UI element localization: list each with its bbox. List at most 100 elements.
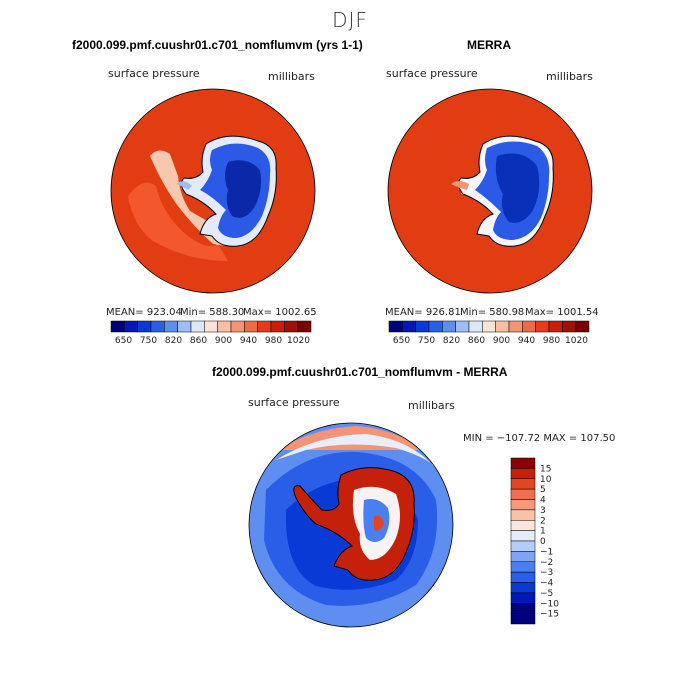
panel3-colorbar-cell [510, 457, 536, 469]
panel2-colorbar-label: 650 [393, 336, 410, 346]
panel1-colorbar-label: 820 [165, 336, 182, 346]
panel2-colorbar-label: 820 [443, 336, 460, 346]
panel1-peninsula [176, 181, 192, 190]
panel2-colorbar-cell [468, 320, 483, 333]
panel2-peninsula [451, 181, 469, 190]
panel2-min: Min= 580.98 [460, 307, 525, 318]
panel2-mean: MEAN= 926.81 [385, 307, 461, 318]
panel1-mean: MEAN= 923.04 [106, 307, 182, 318]
panel1-colorbar: 650 750 820 860 900 940 980 1020 [110, 320, 312, 346]
panel2-colorbar-cell [548, 320, 563, 333]
panel3-colorbar-cell [510, 499, 536, 511]
panel3-colorbar-cell [510, 592, 536, 604]
panel2-colorbar-cell [455, 320, 470, 333]
panel3-colorbar-label: 0 [540, 537, 546, 547]
panel1-colorbar-label: 860 [190, 336, 207, 346]
panel3-units: millibars [408, 399, 455, 412]
panel3-colorbar-label: −5 [540, 589, 553, 599]
panel1-colorbar-cell [284, 320, 298, 333]
panel2-colorbar-cell [562, 320, 576, 333]
panel1-colorbar-cell [297, 320, 312, 333]
panel3-colorbar-label: 2 [540, 516, 546, 526]
panel1-variable: surface pressure [108, 67, 200, 80]
panel1-colorbar-label: 900 [215, 336, 232, 346]
panel1-antarctica-plateau [225, 160, 262, 218]
panel1-lowpressure-belt [128, 182, 228, 261]
panel2-colorbar-label: 980 [543, 336, 560, 346]
panel1-colorbar-cell [164, 320, 178, 333]
panel1-colorbar-cell [217, 320, 232, 333]
season-title: DJF [332, 8, 368, 32]
panel1-min: Min= 588.30 [180, 307, 245, 318]
panel3-colorbar-label: 3 [540, 506, 546, 516]
panel2-title: MERRA [467, 38, 511, 52]
panel3-colorbar-label: −10 [540, 599, 559, 609]
panel1-max: Max= 1002.65 [243, 307, 317, 318]
panel2-colorbar-label: 1020 [565, 336, 588, 346]
panel1-colorbar-label: 940 [240, 336, 257, 346]
panel2-antarctica-plateau [495, 153, 540, 223]
panel3-minmax: MIN = −107.72 MAX = 107.50 [463, 433, 616, 444]
panel3-variable: surface pressure [248, 396, 340, 409]
panel2-colorbar-cell [575, 320, 590, 333]
panel3-colorbar-label: 5 [540, 485, 546, 495]
panel1-colorbar-cell [137, 320, 152, 333]
panel3-colorbar-cell [510, 520, 536, 531]
panel3-colorbar-cell [510, 613, 536, 625]
panel3-colorbar-label: −4 [540, 579, 554, 589]
panel3-colorbar-cell [510, 530, 536, 542]
panel1-colorbar-label: 1020 [287, 336, 310, 346]
panel3-colorbar-cell [510, 468, 536, 479]
panel3-colorbar-cell [510, 582, 536, 594]
panel3-colorbar-label: −3 [540, 568, 553, 578]
panel3-colorbar-cell [510, 540, 536, 552]
panel1-map-border [110, 88, 316, 294]
panel2-colorbar-label: 750 [418, 336, 435, 346]
panel3-colorbar-cell [510, 603, 536, 614]
panel3-colorbar-label: −2 [540, 558, 553, 568]
panel2-colorbar-cell [535, 320, 550, 333]
panel3-colorbar-label: 4 [540, 496, 546, 506]
panel1-colorbar-cell [270, 320, 285, 333]
panel3-positive-arc [249, 426, 453, 480]
panel2-colorbar-cell [495, 320, 510, 333]
panel2-map-border [387, 88, 593, 294]
panel1-colorbar-cell [177, 320, 192, 333]
panel1-colorbar-cell [244, 320, 258, 333]
panel3-title: f2000.099.pmf.cuushr01.c701_nomflumvm - … [212, 365, 508, 379]
panel2-colorbar-cell [428, 320, 443, 333]
panel2-colorbar-cell [482, 320, 496, 333]
panel1-colorbar-label: 750 [140, 336, 157, 346]
panel2-colorbar-label: 900 [493, 336, 510, 346]
panel2-colorbar-cell [402, 320, 416, 333]
panel1-colorbar-cell [230, 320, 245, 333]
panel2-units: millibars [546, 70, 593, 83]
panel3-colorbar-cell [510, 551, 536, 562]
panel2-max: Max= 1001.54 [525, 307, 599, 318]
panel3-map-border [248, 422, 454, 628]
panel1-map [110, 88, 316, 294]
panel1-units: millibars [268, 70, 315, 83]
panel2-colorbar-cell [508, 320, 523, 333]
panel3-neutral-arc [276, 434, 441, 475]
panel3-colorbar-cell [510, 509, 536, 521]
panel1-colorbar-cell [190, 320, 205, 333]
panel3-colorbar-cell [510, 478, 536, 490]
panel3-colorbar-cell [510, 561, 536, 573]
panel1-colorbar-cell [124, 320, 138, 333]
panel1-colorbar-label: 650 [115, 336, 132, 346]
panel1-colorbar-cell [110, 320, 125, 333]
panel1-colorbar-cell [257, 320, 272, 333]
panel2-colorbar-label: 860 [468, 336, 485, 346]
panel1-colorbar-cell [150, 320, 165, 333]
panel3-colorbar-cell [510, 571, 536, 583]
panel2-map [387, 88, 593, 294]
panel3-colorbar-label: 10 [540, 475, 552, 485]
panel2-colorbar: 650 750 820 860 900 940 980 1020 [388, 320, 590, 346]
panel2-colorbar-cell [442, 320, 456, 333]
panel3-colorbar-label: −15 [540, 610, 559, 620]
panel2-colorbar-cell [388, 320, 403, 333]
panel3-colorbar-label: 1 [540, 527, 546, 537]
panel2-colorbar-label: 940 [518, 336, 535, 346]
